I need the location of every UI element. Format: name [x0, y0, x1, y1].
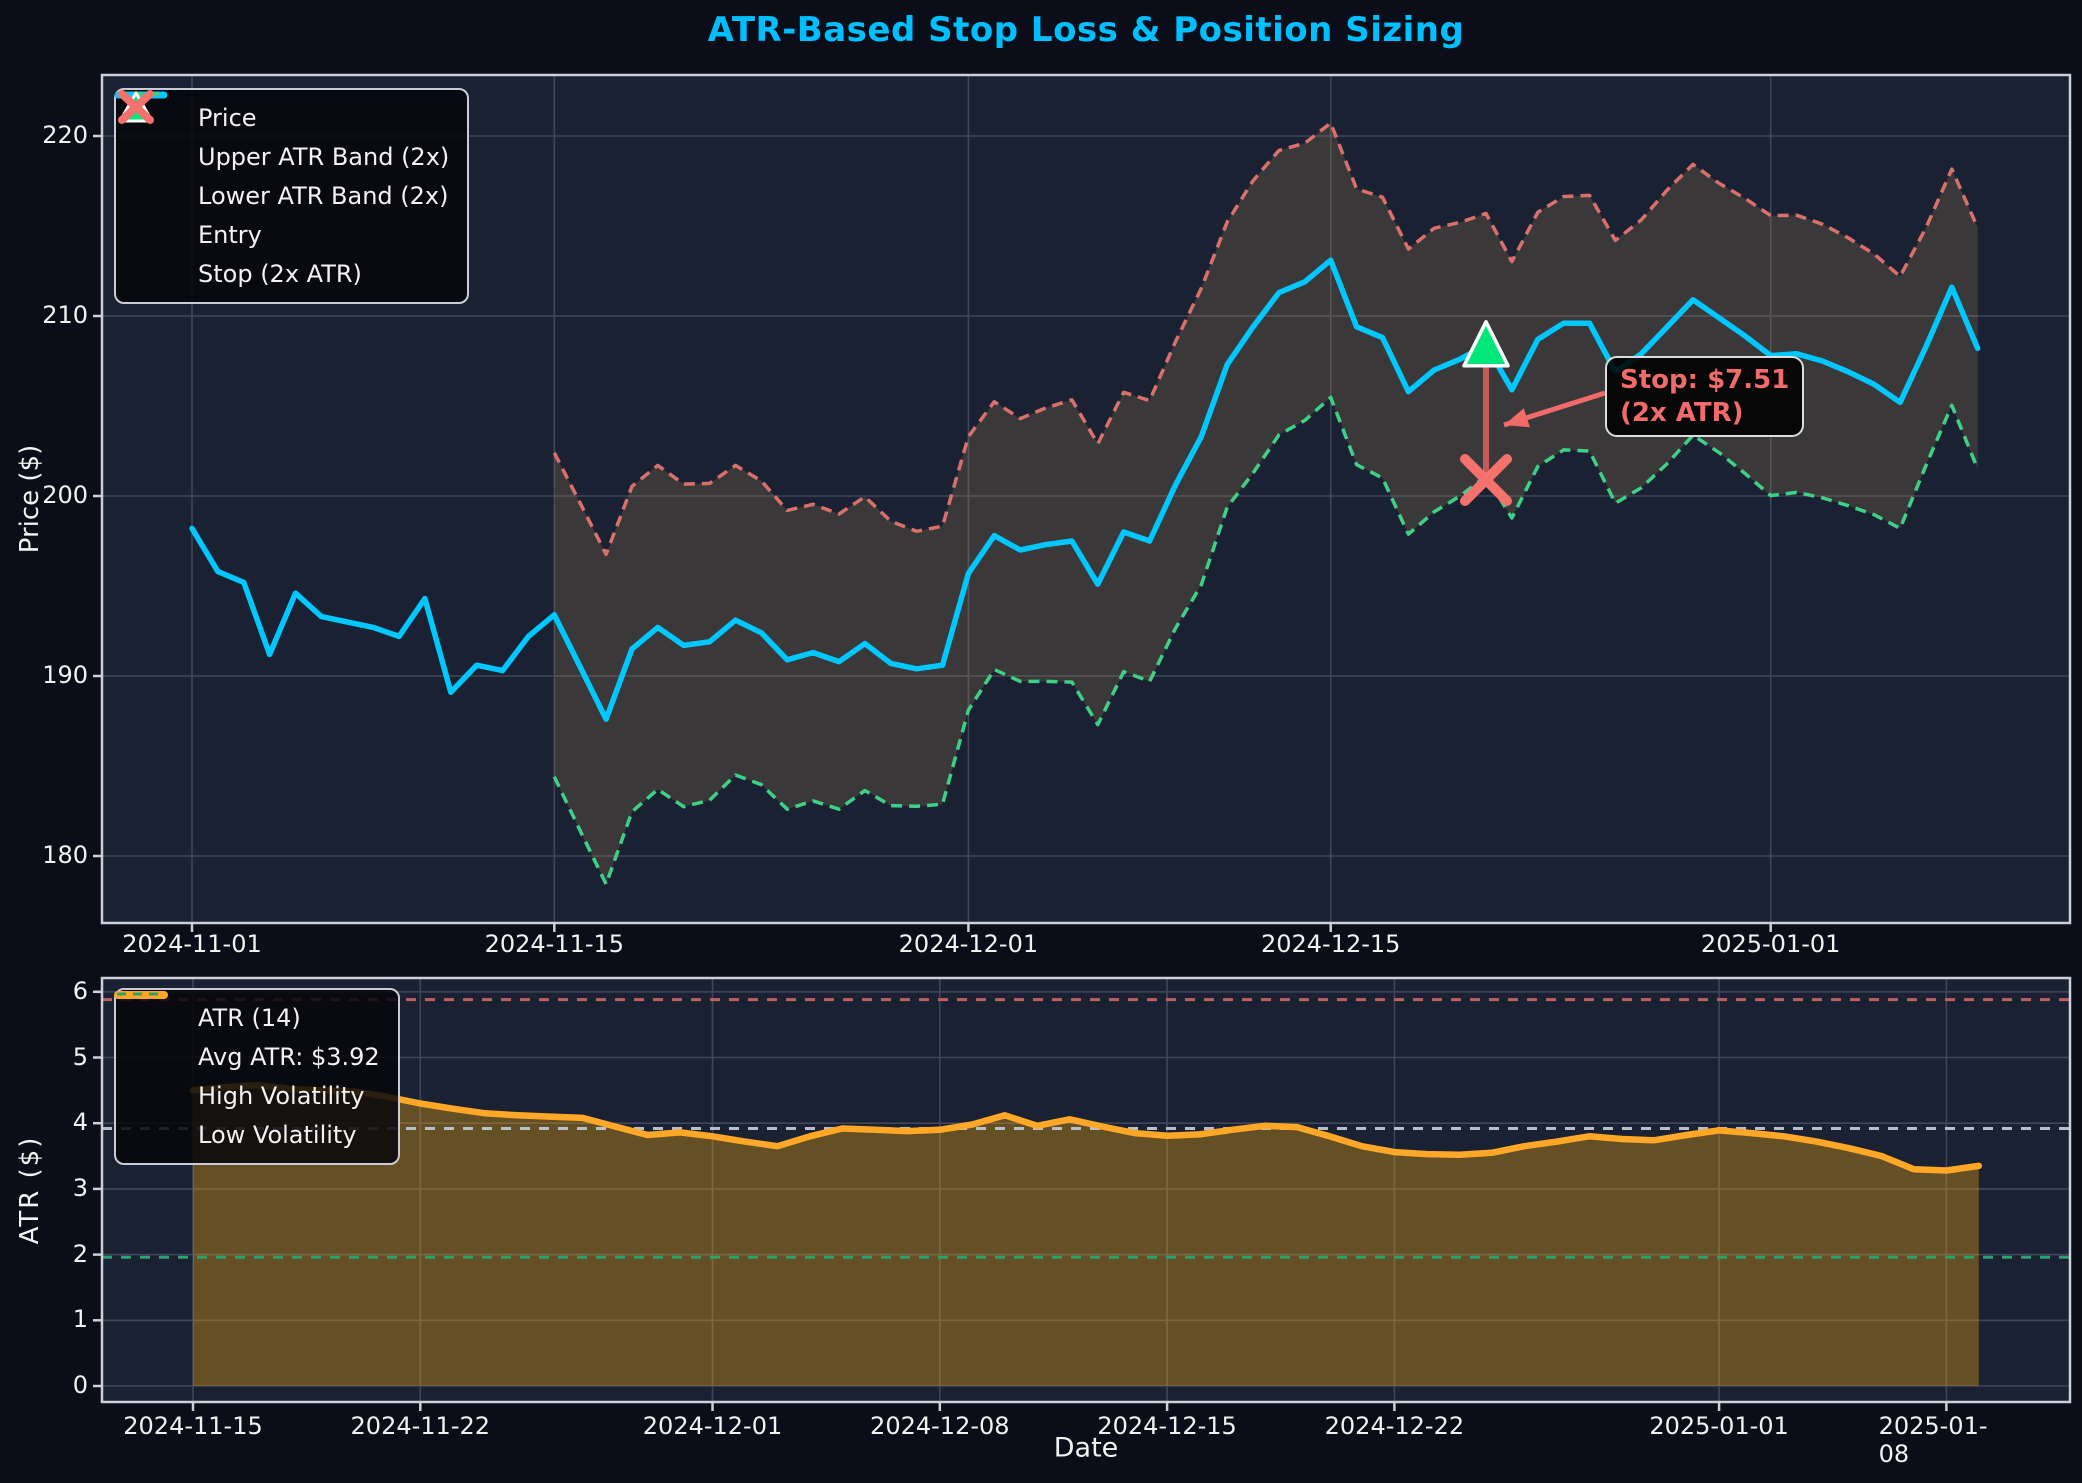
atr-chart-canvas	[93, 976, 2072, 1411]
price-x-tick-label: 2024-11-15	[484, 930, 625, 958]
legend-label: Lower ATR Band (2x)	[198, 182, 449, 210]
legend-item-high-volatility: High Volatility	[117, 992, 380, 1112]
price-chart-canvas	[93, 73, 2072, 932]
atr-y-tick-label: 3	[72, 1173, 88, 1202]
atr-x-tick-label: 2024-12-15	[1097, 1412, 1237, 1440]
price-y-tick-label: 190	[42, 661, 88, 689]
atr-y-tick-label: 2	[72, 1239, 88, 1268]
atr-y-tick-label: 0	[72, 1371, 88, 1399]
legend-label: Stop (2x ATR)	[198, 260, 362, 288]
price-legend: Price Upper ATR Band (2x) Lower ATR Band…	[114, 88, 470, 304]
legend-label: Avg ATR: $3.92	[198, 1043, 380, 1071]
price-chart: Price Upper ATR Band (2x) Lower ATR Band…	[93, 73, 2072, 932]
legend-label: Low Volatility	[198, 1121, 357, 1149]
legend-item-atr: ATR (14)	[114, 991, 380, 1034]
atr-x-tick-label: 2024-12-08	[870, 1412, 1010, 1440]
legend-item-entry: Entry	[118, 91, 449, 251]
atr-y-tick-label: 6	[72, 976, 88, 1005]
legend-label: Price	[198, 104, 257, 132]
price-y-tick-label: 180	[42, 841, 88, 869]
atr-x-tick-label: 2024-12-01	[642, 1412, 783, 1440]
legend-item-stop: Stop (2x ATR)	[118, 90, 449, 290]
atr-x-tick-label: 2025-01-01	[1649, 1412, 1789, 1440]
price-x-tick-label: 2024-11-01	[122, 930, 262, 958]
legend-label: Entry	[198, 221, 262, 249]
legend-item-upper-band: Upper ATR Band (2x)	[117, 92, 450, 173]
legend-label: Upper ATR Band (2x)	[198, 143, 450, 171]
price-y-tick-label: 210	[42, 301, 88, 329]
stop-annotation-line2: (2x ATR)	[1620, 397, 1744, 428]
atr-chart: ATR (14) Avg ATR: $3.92 High Volatility …	[93, 976, 2072, 1411]
atr-y-tick-label: 5	[72, 1042, 88, 1071]
atr-x-tick-label: 2024-11-15	[123, 1412, 263, 1440]
atr-x-tick-label: 2024-11-22	[350, 1412, 491, 1440]
price-y-tick-label: 200	[42, 481, 88, 509]
price-x-tick-label: 2024-12-15	[1260, 930, 1401, 958]
legend-item-low-volatility: Low Volatility	[117, 992, 380, 1151]
legend-label: High Volatility	[198, 1082, 365, 1110]
atr-x-tick-label: 2024-12-22	[1324, 1412, 1465, 1440]
atr-y-tick-label: 1	[72, 1305, 88, 1334]
atr-legend: ATR (14) Avg ATR: $3.92 High Volatility …	[114, 988, 400, 1165]
price-y-tick-label: 220	[42, 121, 88, 149]
atr-y-tick-label: 4	[72, 1108, 88, 1137]
date-axis-label: Date	[1053, 1432, 1119, 1464]
legend-label: ATR (14)	[198, 1004, 301, 1032]
legend-item-lower-band: Lower ATR Band (2x)	[117, 92, 449, 212]
legend-item-price: Price	[114, 91, 449, 134]
chart-title: ATR-Based Stop Loss & Position Sizing	[707, 10, 1465, 50]
atr-x-tick-label: 2025-01-08	[1878, 1412, 1988, 1468]
price-x-tick-label: 2025-01-01	[1700, 930, 1841, 958]
legend-item-avg-atr: Avg ATR: $3.92	[117, 992, 380, 1073]
price-x-tick-label: 2024-12-01	[898, 930, 1039, 958]
stop-annotation-line1: Stop: $7.51	[1620, 365, 1790, 395]
stop-annotation: Stop: $7.51 (2x ATR)	[1605, 356, 1805, 437]
